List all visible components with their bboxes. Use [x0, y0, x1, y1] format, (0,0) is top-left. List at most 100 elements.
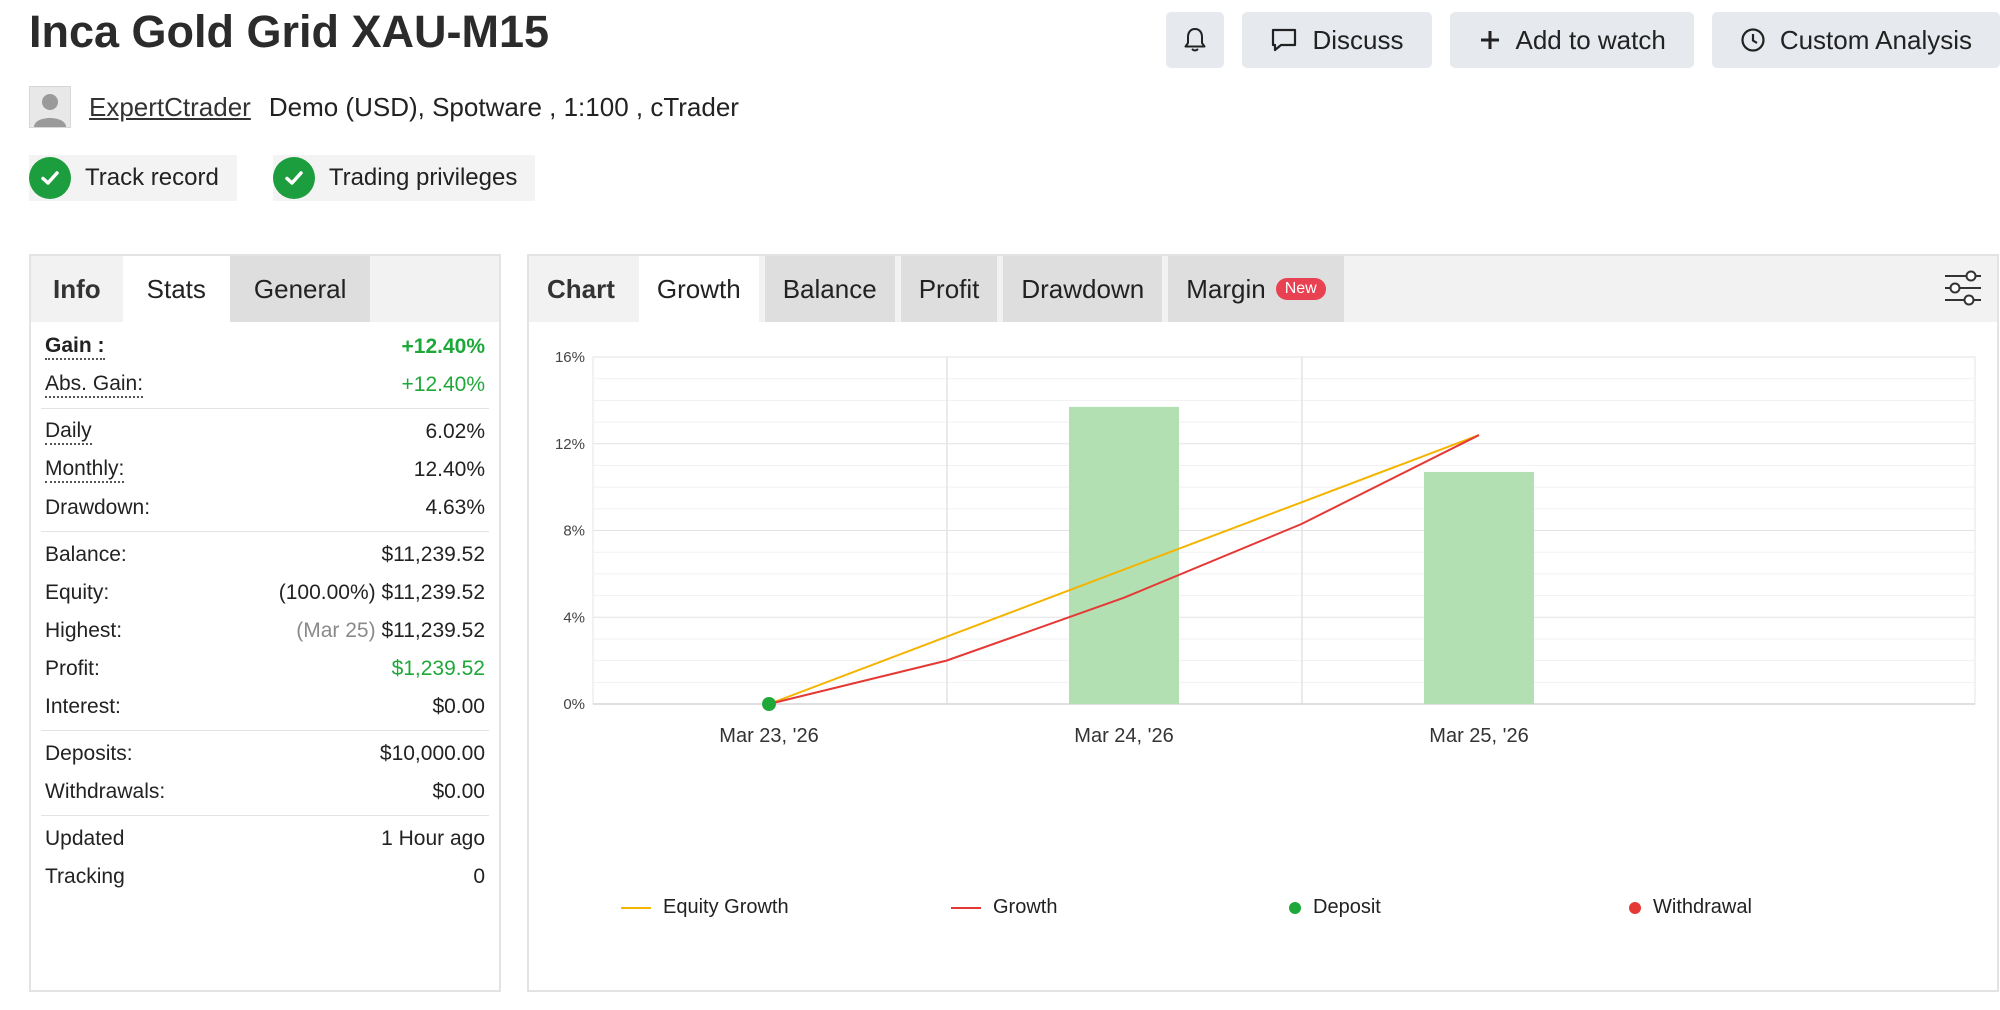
chart-panel: Chart Growth Balance Profit Drawdown Mar…	[527, 254, 1999, 992]
stat-daily: Daily 6.02%	[31, 413, 499, 451]
track-record-badge: Track record	[29, 155, 237, 201]
legend-line-swatch	[621, 906, 651, 909]
equity-percent: (100.00%)	[278, 581, 376, 604]
growth-chart: 0% 4% 8% 12% 16% Mar 23, '26 Mar 24, '26 Mar 25…	[555, 349, 1976, 747]
chart-settings-button[interactable]	[1943, 270, 1983, 311]
trading-privileges-badge: Trading privileges	[272, 155, 536, 201]
top-actions: Discuss Add to watch Custom Analysis	[1166, 12, 2000, 68]
legend-label: Deposit	[1313, 896, 1381, 918]
deposits-label: Deposits:	[45, 742, 133, 765]
stat-abs-gain: Abs. Gain: +12.40%	[31, 366, 499, 404]
y-tick-label: 12%	[555, 436, 585, 453]
legend-item[interactable]: Equity Growth	[621, 896, 789, 919]
tab-general[interactable]: General	[229, 256, 371, 322]
equity-value-group: (100.00%) $11,239.52	[279, 581, 485, 605]
drawdown-value: 4.63%	[425, 496, 485, 519]
updated-label: Updated	[45, 827, 125, 850]
abs-gain-label[interactable]: Abs. Gain:	[45, 372, 144, 398]
avatar[interactable]	[29, 86, 71, 128]
legend-item[interactable]: Withdrawal	[1629, 896, 1752, 919]
stats-panel: Info Stats General Gain : +12.40% Abs. G…	[29, 254, 501, 992]
tab-margin-label: Margin	[1186, 273, 1266, 304]
user-silhouette-icon	[34, 94, 66, 127]
chat-bubble-icon	[1272, 28, 1297, 52]
page-title: Inca Gold Grid XAU-M15	[29, 6, 550, 57]
chart-legend: Equity Growth Growth Deposit Withdrawal	[529, 896, 1997, 936]
daily-value: 6.02%	[425, 420, 485, 443]
stat-monthly: Monthly: 12.40%	[31, 451, 499, 489]
gain-label[interactable]: Gain :	[45, 334, 105, 360]
stat-balance: Balance: $11,239.52	[31, 536, 499, 574]
tab-margin[interactable]: Margin New	[1168, 256, 1344, 322]
interest-label: Interest:	[45, 695, 121, 718]
balance-value: $11,239.52	[381, 543, 485, 566]
plus-icon	[1480, 31, 1499, 49]
verification-badges: Track record Trading privileges	[29, 155, 536, 201]
tab-growth[interactable]: Growth	[638, 256, 759, 322]
divider	[41, 531, 489, 532]
bell-icon	[1184, 28, 1206, 52]
monthly-value: 12.40%	[413, 458, 485, 481]
account-info: Demo (USD), Spotware , 1:100 , cTrader	[268, 91, 739, 122]
highest-date: (Mar 25)	[296, 619, 376, 642]
chart-bars	[1069, 406, 1534, 704]
add-to-watch-button[interactable]: Add to watch	[1449, 12, 1694, 68]
interest-value: $0.00	[432, 695, 485, 718]
discuss-label: Discuss	[1312, 24, 1404, 55]
tracking-value: 0	[473, 865, 485, 888]
updated-value: 1 Hour ago	[381, 827, 485, 850]
account-line: ExpertCtrader Demo (USD), Spotware , 1:1…	[29, 86, 739, 128]
chart-lines	[768, 434, 1480, 705]
daily-label[interactable]: Daily	[45, 419, 92, 445]
chart-markers	[762, 697, 776, 711]
legend-label: Growth	[993, 896, 1058, 918]
trading-privileges-label: Trading privileges	[328, 164, 518, 191]
stat-drawdown: Drawdown: 4.63%	[31, 489, 499, 527]
bar	[1424, 471, 1534, 704]
deposit-marker	[762, 697, 776, 711]
withdrawals-value: $0.00	[432, 780, 485, 803]
stat-tracking: Tracking 0	[31, 858, 499, 896]
tab-chart[interactable]: Chart	[547, 273, 615, 304]
notifications-button[interactable]	[1166, 12, 1225, 68]
username-link[interactable]: ExpertCtrader	[89, 91, 251, 122]
tracking-label: Tracking	[45, 865, 125, 888]
profit-label: Profit:	[45, 657, 100, 680]
equity-value: $11,239.52	[381, 581, 485, 604]
stat-withdrawals: Withdrawals: $0.00	[31, 773, 499, 811]
balance-label: Balance:	[45, 543, 127, 566]
abs-gain-value: +12.40%	[401, 373, 486, 396]
tab-info[interactable]: Info	[53, 273, 101, 304]
tab-balance[interactable]: Balance	[764, 256, 895, 322]
chart-axis-labels: 0% 4% 8% 12% 16% Mar 23, '26 Mar 24, '26 Mar 25…	[555, 349, 1529, 747]
stat-interest: Interest: $0.00	[31, 688, 499, 726]
drawdown-label: Drawdown:	[45, 496, 151, 519]
legend-label: Equity Growth	[663, 896, 789, 918]
monthly-label[interactable]: Monthly:	[45, 457, 125, 483]
y-tick-label: 4%	[563, 609, 585, 626]
divider	[41, 730, 489, 731]
y-tick-label: 8%	[563, 523, 585, 540]
sliders-icon	[1945, 270, 1981, 306]
chart-tabs: Chart Growth Balance Profit Drawdown Mar…	[529, 256, 1997, 322]
add-to-watch-label: Add to watch	[1515, 24, 1666, 55]
legend-item[interactable]: Deposit	[1289, 896, 1381, 919]
tab-profit[interactable]: Profit	[900, 256, 998, 322]
check-circle-icon	[29, 157, 71, 199]
highest-value: $11,239.52	[381, 619, 485, 642]
tab-stats[interactable]: Stats	[122, 256, 230, 322]
y-tick-label: 16%	[555, 349, 585, 366]
gain-value: +12.40%	[401, 335, 486, 358]
custom-analysis-button[interactable]: Custom Analysis	[1711, 12, 2000, 68]
tab-drawdown[interactable]: Drawdown	[1003, 256, 1163, 322]
withdrawals-label: Withdrawals:	[45, 780, 166, 803]
stat-profit: Profit: $1,239.52	[31, 650, 499, 688]
profit-value: $1,239.52	[391, 657, 485, 680]
stat-equity: Equity: (100.00%) $11,239.52	[31, 574, 499, 612]
new-badge: New	[1275, 278, 1326, 300]
series-line	[768, 434, 1480, 705]
legend-item[interactable]: Growth	[951, 896, 1057, 919]
legend-dot-swatch	[1629, 901, 1641, 914]
check-circle-icon	[272, 157, 315, 199]
discuss-button[interactable]: Discuss	[1242, 12, 1432, 68]
